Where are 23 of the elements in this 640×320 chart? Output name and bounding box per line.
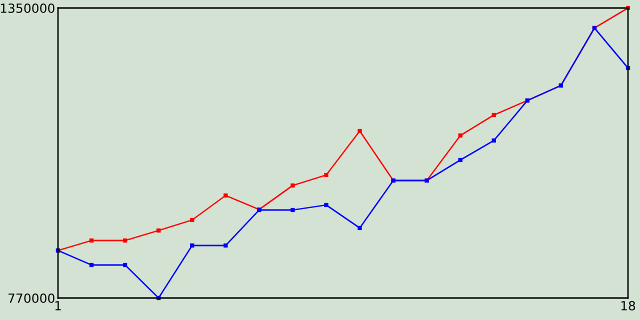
point xyxy=(358,226,362,230)
point xyxy=(89,238,94,243)
point xyxy=(190,218,194,222)
point xyxy=(458,158,462,162)
point xyxy=(122,238,128,243)
point xyxy=(358,128,362,134)
point xyxy=(492,138,496,143)
point xyxy=(89,262,94,268)
x-tick-label: 18 xyxy=(621,301,636,310)
point xyxy=(492,112,496,118)
y-tick-label: 1350000 xyxy=(0,3,54,13)
point xyxy=(190,243,194,248)
point xyxy=(458,133,462,138)
y-tick-label: 770000 xyxy=(8,293,54,303)
point xyxy=(224,243,228,248)
point xyxy=(122,262,128,268)
point xyxy=(290,208,295,212)
point xyxy=(324,172,328,178)
point xyxy=(324,202,328,208)
x-tick-label: 1 xyxy=(55,301,61,310)
point xyxy=(224,193,228,198)
point xyxy=(290,183,295,188)
point xyxy=(156,228,161,233)
